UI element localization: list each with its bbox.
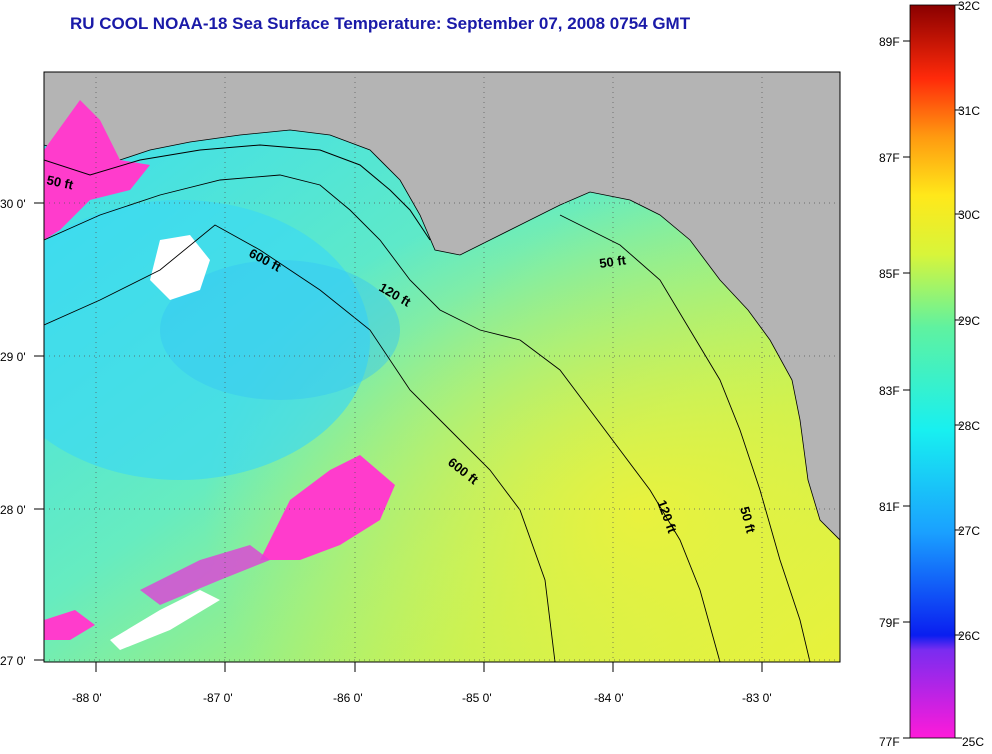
colorbar-celsius-label: 27C — [958, 524, 980, 538]
cloud-patch-south — [110, 590, 220, 650]
contour-120ft-east — [519, 339, 721, 662]
land-mass — [44, 72, 840, 541]
lon-tick-label: -86 0' — [333, 691, 363, 705]
colorbar-celsius-label: 31C — [958, 104, 980, 118]
contour-600ft — [44, 224, 556, 662]
cloud-patch-west — [150, 235, 210, 300]
colorbar-fahrenheit-label: 79F — [879, 616, 900, 630]
colorbar-celsius-label: 32C — [958, 0, 980, 13]
colorbar-celsius-label: 26C — [958, 629, 980, 643]
contour-label: 50 ft — [598, 252, 627, 271]
cold-patch-nw — [44, 100, 150, 240]
axis-ticks — [34, 202, 763, 672]
lon-tick-label: -84 0' — [594, 691, 624, 705]
lat-tick-label: 27 0' — [0, 654, 26, 668]
cold-patch-center — [260, 455, 395, 560]
colorbar-fahrenheit-label: 77F — [879, 735, 900, 749]
colorbar-celsius-label: 29C — [958, 314, 980, 328]
contour-120ft-north — [44, 174, 521, 341]
colorbar-celsius-label: 25C — [962, 735, 984, 749]
cold-patch-sw — [44, 610, 95, 640]
colorbar-fahrenheit-label: 83F — [879, 384, 900, 398]
page-title: RU COOL NOAA-18 Sea Surface Temperature:… — [70, 14, 691, 33]
contour-50ft-north — [44, 144, 431, 241]
colorbar-fahrenheit-label: 89F — [879, 35, 900, 49]
contour-label: 50 ft — [45, 172, 75, 192]
colorbar-fahrenheit-label: 85F — [879, 267, 900, 281]
colorbar-celsius-label: 28C — [958, 419, 980, 433]
graticule — [44, 72, 840, 662]
lat-tick-label: 29 0' — [0, 350, 26, 364]
cool-water-region — [44, 200, 370, 480]
lon-tick-label: -88 0' — [72, 691, 102, 705]
colorbar-ticks — [903, 4, 962, 739]
lat-tick-label: 30 0' — [0, 197, 26, 211]
colorbar-fahrenheit-label: 81F — [879, 500, 900, 514]
contour-label: 50 ft — [737, 505, 759, 535]
lon-tick-label: -87 0' — [203, 691, 233, 705]
cold-patch-south — [140, 545, 270, 605]
cool-water-core — [160, 260, 400, 400]
lon-tick-label: -83 0' — [742, 691, 772, 705]
lat-tick-label: 28 0' — [0, 503, 26, 517]
colorbar — [909, 4, 956, 739]
map-area — [44, 72, 840, 662]
contour-50ft-east — [559, 214, 811, 662]
colorbar-fahrenheit-label: 87F — [879, 151, 900, 165]
map-frame — [43, 71, 841, 663]
lon-tick-label: -85 0' — [462, 691, 492, 705]
colorbar-celsius-label: 30C — [958, 208, 980, 222]
